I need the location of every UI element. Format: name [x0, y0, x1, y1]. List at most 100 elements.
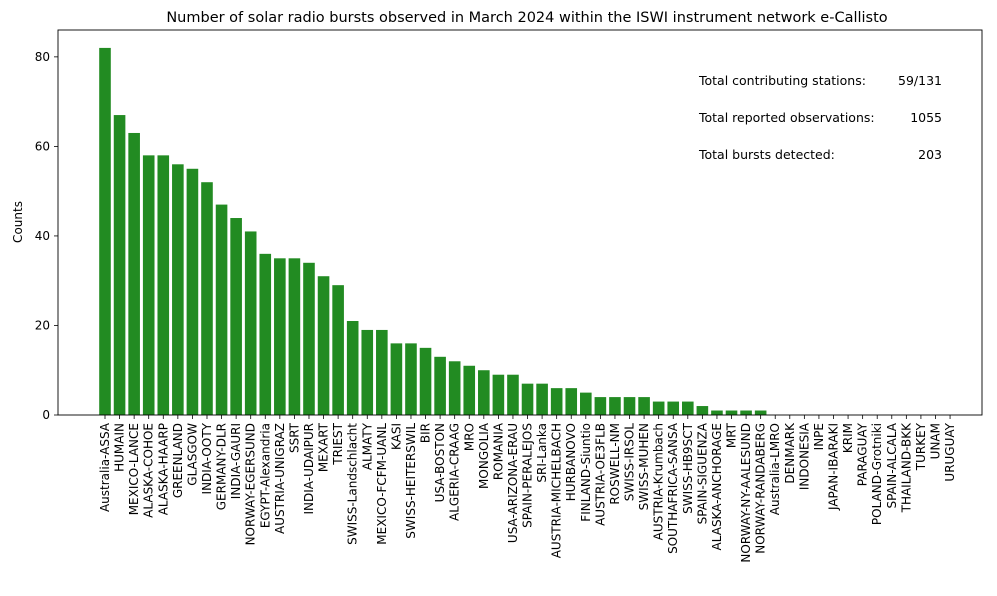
x-tick-label: MRO: [462, 423, 476, 451]
bar: [711, 410, 723, 415]
y-tick-label: 0: [42, 408, 50, 422]
bar: [346, 320, 359, 415]
x-tick-label: TRIEST: [331, 422, 345, 465]
bar: [390, 343, 403, 415]
x-tick-label: AUSTRIA-OE3FLB: [593, 423, 607, 526]
bar: [113, 115, 126, 415]
bar: [638, 397, 650, 415]
x-tick-label: SOUTHAFRICA-SANSA: [666, 422, 680, 554]
y-tick-label: 20: [35, 318, 50, 332]
chart-title: Number of solar radio bursts observed in…: [166, 10, 887, 26]
bar: [419, 347, 432, 415]
bar: [142, 155, 155, 415]
x-tick-label: HUMAIN: [113, 423, 127, 472]
bar: [725, 410, 738, 415]
annotation-label: Total contributing stations:: [698, 73, 866, 88]
x-tick-label: JAPAN-IBARAKI: [827, 423, 841, 511]
bar: [754, 410, 767, 415]
x-tick-label: INDIA-UDAIPUR: [302, 423, 316, 515]
bar: [434, 356, 446, 415]
x-tick-label: POLAND-Grotniki: [870, 423, 884, 525]
bar: [274, 258, 286, 415]
x-tick-label: INPE: [812, 423, 826, 450]
bar: [448, 361, 461, 415]
x-tick-label: MEXART: [317, 422, 331, 472]
bar: [361, 329, 374, 415]
bar: [492, 374, 505, 415]
annotation-value: 59/131: [898, 73, 942, 88]
x-tick-label: AUSTRIA-UNIGRAZ: [273, 423, 287, 534]
bar: [303, 262, 315, 415]
x-tick-label: NORWAY-NY-AALESUND: [739, 423, 753, 563]
bar: [507, 374, 519, 415]
x-tick-label: MRT: [725, 422, 739, 448]
bar: [201, 182, 213, 415]
bar: [317, 276, 330, 415]
x-tick-label: PARAGUAY: [856, 422, 870, 486]
y-axis: 0 20 40 60 80: [35, 50, 58, 422]
bar: [580, 392, 592, 415]
bar: [623, 397, 636, 415]
bar: [376, 329, 388, 415]
x-tick-label: GERMANY-DLR: [215, 423, 229, 510]
x-tick-label: SWISS-HB9SCT: [681, 422, 695, 513]
y-tick-label: 60: [35, 139, 50, 153]
bar: [230, 218, 242, 415]
x-tick-label: INDONESIA: [797, 422, 811, 490]
x-tick-label: NORWAY-RANDABERG: [754, 423, 768, 554]
x-tick-label: GLASGOW: [185, 423, 199, 486]
bar: [259, 253, 272, 415]
x-tick-label: SWISS-HEITERSWIL: [404, 423, 418, 539]
x-tick-label: AUSTRIA-MICHELBACH: [550, 423, 564, 558]
x-tick-label: SRI-Lanka: [535, 423, 549, 483]
x-tick-label: ALASKA-COHOE: [142, 423, 156, 518]
x-tick-label: SWISS-IRSOL: [623, 423, 637, 502]
x-tick-label: KRIM: [841, 423, 855, 453]
bar: [463, 365, 476, 415]
x-tick-label: HURBANOVO: [564, 423, 578, 501]
bar: [682, 401, 694, 415]
x-tick-label: MEXICO-LANCE: [127, 423, 141, 515]
annotation-value: 203: [918, 147, 942, 162]
x-tick-label: URUGUAY: [943, 422, 957, 481]
y-tick-label: 80: [35, 50, 50, 64]
x-tick-label: KASI: [389, 423, 403, 450]
annotation-label: Total reported observations:: [698, 110, 875, 125]
x-tick-label: ALASKA-ANCHORAGE: [710, 423, 724, 550]
x-tick-label: Australia-LMRO: [768, 423, 782, 515]
bar: [609, 397, 621, 415]
x-axis: Australia-ASSA HUMAIN MEXICO-LANCE ALASKA-C…: [98, 415, 957, 563]
x-tick-label: INDIA-GAURI: [229, 423, 243, 499]
y-axis-label: Counts: [11, 201, 25, 243]
y-tick-label: 40: [35, 229, 50, 243]
bar: [652, 401, 665, 415]
bar: [667, 401, 680, 415]
x-tick-label: ALASKA-HAARP: [156, 423, 170, 515]
x-tick-label: BIR: [419, 423, 433, 443]
bar: [740, 410, 752, 415]
x-tick-label: TURKEY: [914, 422, 928, 471]
x-tick-label: SPAIN-ALCALA: [885, 422, 899, 508]
x-tick-label: USA-BOSTON: [433, 423, 447, 502]
x-tick-label: ALGERIA-CRAAG: [448, 423, 462, 521]
annotation-label: Total bursts detected:: [698, 147, 835, 162]
bar: [478, 370, 490, 415]
x-tick-label: THAILAND-BKK: [899, 422, 913, 513]
bar: [215, 204, 228, 415]
x-tick-label: ROSWELL-NM: [608, 423, 622, 505]
x-tick-label: SWISS-MUHEN: [637, 423, 651, 510]
bar: [696, 406, 709, 415]
x-tick-label: SPAIN-PERALEJOS: [521, 423, 535, 528]
bar: [550, 388, 563, 415]
x-tick-label: FINLAND-Siuntio: [579, 423, 593, 522]
x-tick-label: SPAIN-SIGUENZA: [695, 422, 709, 524]
bar: [172, 164, 184, 415]
x-tick-label: ROMANIA: [491, 422, 505, 480]
x-tick-label: Australia-ASSA: [98, 422, 112, 512]
x-tick-label: SSRT: [287, 422, 301, 453]
x-tick-label: AUSTRIA-Krumbach: [652, 423, 666, 540]
annotation-value: 1055: [910, 110, 942, 125]
bar: [157, 155, 170, 415]
bar: [594, 397, 607, 415]
x-tick-label: INDIA-OOTY: [200, 422, 214, 494]
